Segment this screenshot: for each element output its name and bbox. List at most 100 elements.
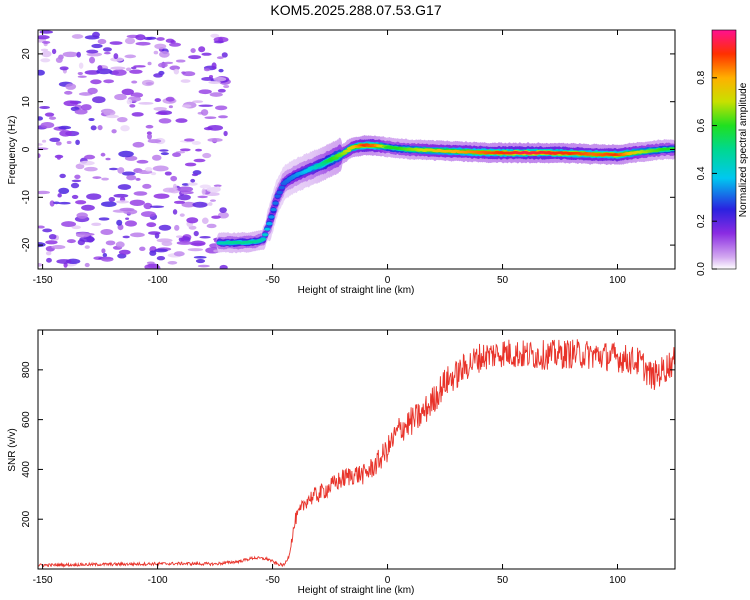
noise-blob	[129, 199, 145, 206]
noise-blob	[78, 62, 84, 69]
noise-blob	[187, 248, 204, 252]
noise-blob	[149, 205, 165, 209]
noise-blob	[102, 252, 108, 258]
noise-blob	[55, 57, 63, 63]
noise-blob	[215, 186, 221, 192]
noise-blob	[190, 48, 196, 53]
noise-blob	[97, 125, 103, 131]
colorbar-tick-label: 0.0	[696, 262, 707, 276]
noise-blob	[66, 140, 72, 145]
noise-blob	[38, 116, 44, 121]
noise-blob	[201, 52, 212, 56]
snr-xtick-label: 100	[609, 575, 626, 586]
noise-blob	[146, 36, 157, 40]
noise-blob	[221, 52, 228, 58]
noise-blob	[45, 240, 58, 245]
snr-xtick-label: 0	[385, 575, 391, 586]
noise-blob	[179, 213, 185, 217]
noise-blob	[81, 204, 95, 211]
noise-blob	[111, 69, 127, 76]
ridge-cell	[340, 152, 348, 155]
noise-blob	[42, 228, 53, 233]
noise-blob	[121, 88, 134, 96]
noise-blob	[75, 200, 87, 205]
noise-blob	[165, 96, 175, 102]
noise-blob	[147, 61, 152, 66]
colorbar-gradient	[711, 29, 737, 270]
noise-blob	[192, 100, 204, 104]
noise-blob	[66, 239, 76, 244]
noise-blob	[153, 193, 170, 199]
noise-blob	[110, 57, 124, 62]
noise-blob	[133, 65, 146, 68]
noise-blob	[149, 250, 157, 256]
noise-blob	[114, 93, 127, 101]
ridge-cell	[266, 222, 273, 226]
noise-blob	[38, 153, 41, 159]
noise-blob	[111, 129, 117, 134]
noise-blob	[40, 48, 49, 52]
noise-blob	[175, 118, 188, 123]
noise-blob	[172, 209, 178, 215]
noise-blob	[154, 98, 162, 103]
noise-blob	[158, 50, 170, 58]
noise-blob	[199, 184, 211, 189]
noise-blob	[84, 166, 98, 172]
noise-blob	[108, 196, 116, 202]
noise-blob	[209, 92, 223, 97]
noise-blob	[38, 225, 45, 229]
noise-blob	[197, 264, 210, 268]
noise-blob	[187, 182, 198, 186]
noise-blob	[140, 211, 156, 218]
noise-blob	[181, 183, 190, 186]
noise-blob	[38, 190, 50, 195]
colorbar-tick-label: 0.2	[696, 214, 707, 228]
spectrogram-xtick-label: 50	[497, 275, 509, 286]
noise-blob	[48, 116, 57, 120]
noise-blob	[48, 233, 57, 240]
noise-blob	[213, 77, 227, 82]
noise-blob	[164, 171, 172, 176]
noise-blob	[176, 241, 193, 245]
noise-blob	[103, 51, 111, 55]
noise-blob	[39, 105, 50, 109]
noise-blob	[201, 77, 214, 81]
ridge-cell	[264, 227, 271, 231]
noise-blob	[124, 220, 137, 227]
ridge-cell	[262, 233, 269, 237]
noise-blob	[102, 47, 112, 52]
spectrogram-ytick-label: 10	[21, 96, 32, 108]
noise-blob	[49, 200, 55, 207]
noise-blob	[63, 100, 79, 107]
ridge-cell	[272, 201, 279, 205]
noise-blob	[88, 117, 95, 122]
noise-blob	[203, 68, 211, 72]
noise-blob	[138, 101, 154, 105]
snr-frame	[37, 329, 676, 570]
noise-blob	[100, 201, 117, 207]
snr-series	[38, 339, 675, 568]
noise-blob	[100, 152, 106, 157]
noise-blob	[53, 201, 60, 205]
noise-blob	[145, 124, 154, 129]
noise-blob	[98, 217, 110, 221]
noise-blob	[61, 221, 77, 227]
noise-blob	[76, 212, 88, 219]
spectrogram-xtick-label: 100	[609, 275, 626, 286]
noise-blob	[193, 158, 206, 163]
noise-blob	[213, 184, 222, 188]
noise-blob	[126, 99, 133, 105]
noise-blob	[124, 37, 136, 45]
noise-blob	[188, 55, 202, 60]
noise-blob	[195, 258, 206, 264]
noise-blob	[105, 240, 116, 246]
noise-blob	[65, 83, 77, 90]
noise-blob	[74, 174, 81, 180]
snr-line	[38, 339, 675, 568]
noise-blob	[41, 50, 52, 58]
snr-xlabel: Height of straight line (km)	[298, 585, 415, 596]
noise-blob	[70, 182, 80, 189]
